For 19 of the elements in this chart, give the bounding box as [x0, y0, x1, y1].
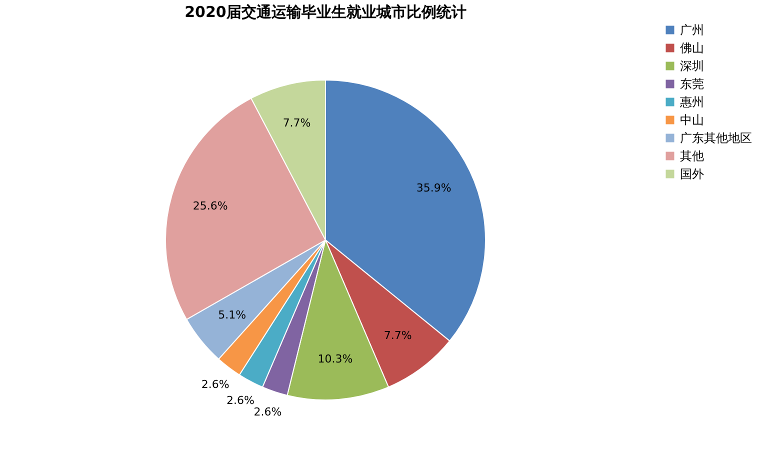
legend-label: 深圳: [680, 59, 704, 73]
chart-title: 2020届交通运输毕业生就业城市比例统计: [184, 3, 466, 21]
legend-label: 东莞: [680, 77, 704, 91]
legend-label: 广东其他地区: [680, 131, 752, 145]
data-label: 7.7%: [282, 116, 311, 130]
legend-label: 广州: [680, 23, 704, 37]
data-label: 5.1%: [218, 308, 246, 322]
legend-label: 其他: [680, 149, 704, 163]
data-label: 2.6%: [226, 394, 254, 407]
data-label: 35.9%: [416, 181, 452, 194]
legend-label: 惠州: [679, 95, 704, 109]
data-label: 7.7%: [384, 328, 412, 342]
data-label: 10.3%: [318, 352, 353, 366]
legend-label: 佛山: [680, 41, 704, 55]
data-label: 25.6%: [192, 199, 228, 212]
legend-label: 国外: [680, 167, 704, 181]
data-label: 2.6%: [201, 378, 230, 391]
legend-label: 中山: [680, 113, 704, 127]
data-label: 2.6%: [254, 406, 282, 419]
